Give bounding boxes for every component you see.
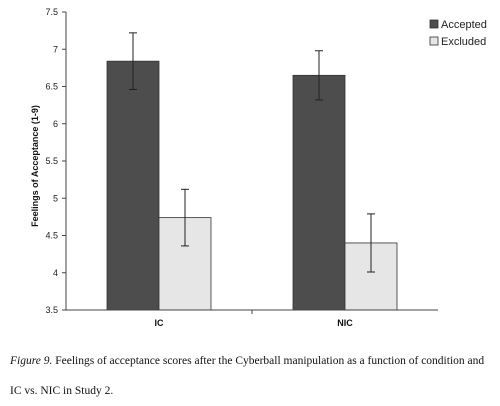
legend-swatch-excluded [429, 36, 439, 46]
bars [106, 60, 398, 311]
bar-accepted-nic [292, 74, 346, 311]
caption-text: Feelings of acceptance scores after the … [10, 355, 485, 397]
x-axis-category-labels: IC NIC [155, 318, 354, 328]
y-tick-label: 7 [53, 44, 58, 54]
legend-label-excluded: Excluded [441, 36, 486, 48]
y-tick-label: 6.5 [45, 82, 58, 92]
x-category-label: IC [155, 318, 165, 328]
legend-swatch-accepted [429, 19, 439, 29]
x-category-label: NIC [337, 318, 353, 328]
y-tick-label: 6 [53, 119, 58, 129]
y-tick-label: 4.5 [45, 231, 58, 241]
y-tick-label: 5 [53, 193, 58, 203]
error-bars [129, 32, 375, 273]
y-tick-label: 7.5 [45, 7, 58, 17]
y-axis-ticks: 3.5 4 4.5 5 5.5 6 6.5 7 7.5 [45, 7, 253, 315]
bar-accepted-ic [106, 60, 160, 311]
bar-chart: 3.5 4 4.5 5 5.5 6 6.5 7 7.5 IC NIC Feelings of Ac… [30, 7, 487, 328]
y-tick-label: 4 [53, 268, 58, 278]
y-tick-label: 5.5 [45, 156, 58, 166]
figure-label: Figure 9. [10, 355, 53, 367]
y-tick-label: 3.5 [45, 305, 58, 315]
legend-label-accepted: Accepted [441, 19, 487, 31]
legend: Accepted Excluded [429, 19, 487, 48]
y-axis-title: Feelings of Acceptance (1-9) [30, 105, 40, 227]
figure-caption: Figure 9. Feelings of acceptance scores … [10, 346, 490, 406]
